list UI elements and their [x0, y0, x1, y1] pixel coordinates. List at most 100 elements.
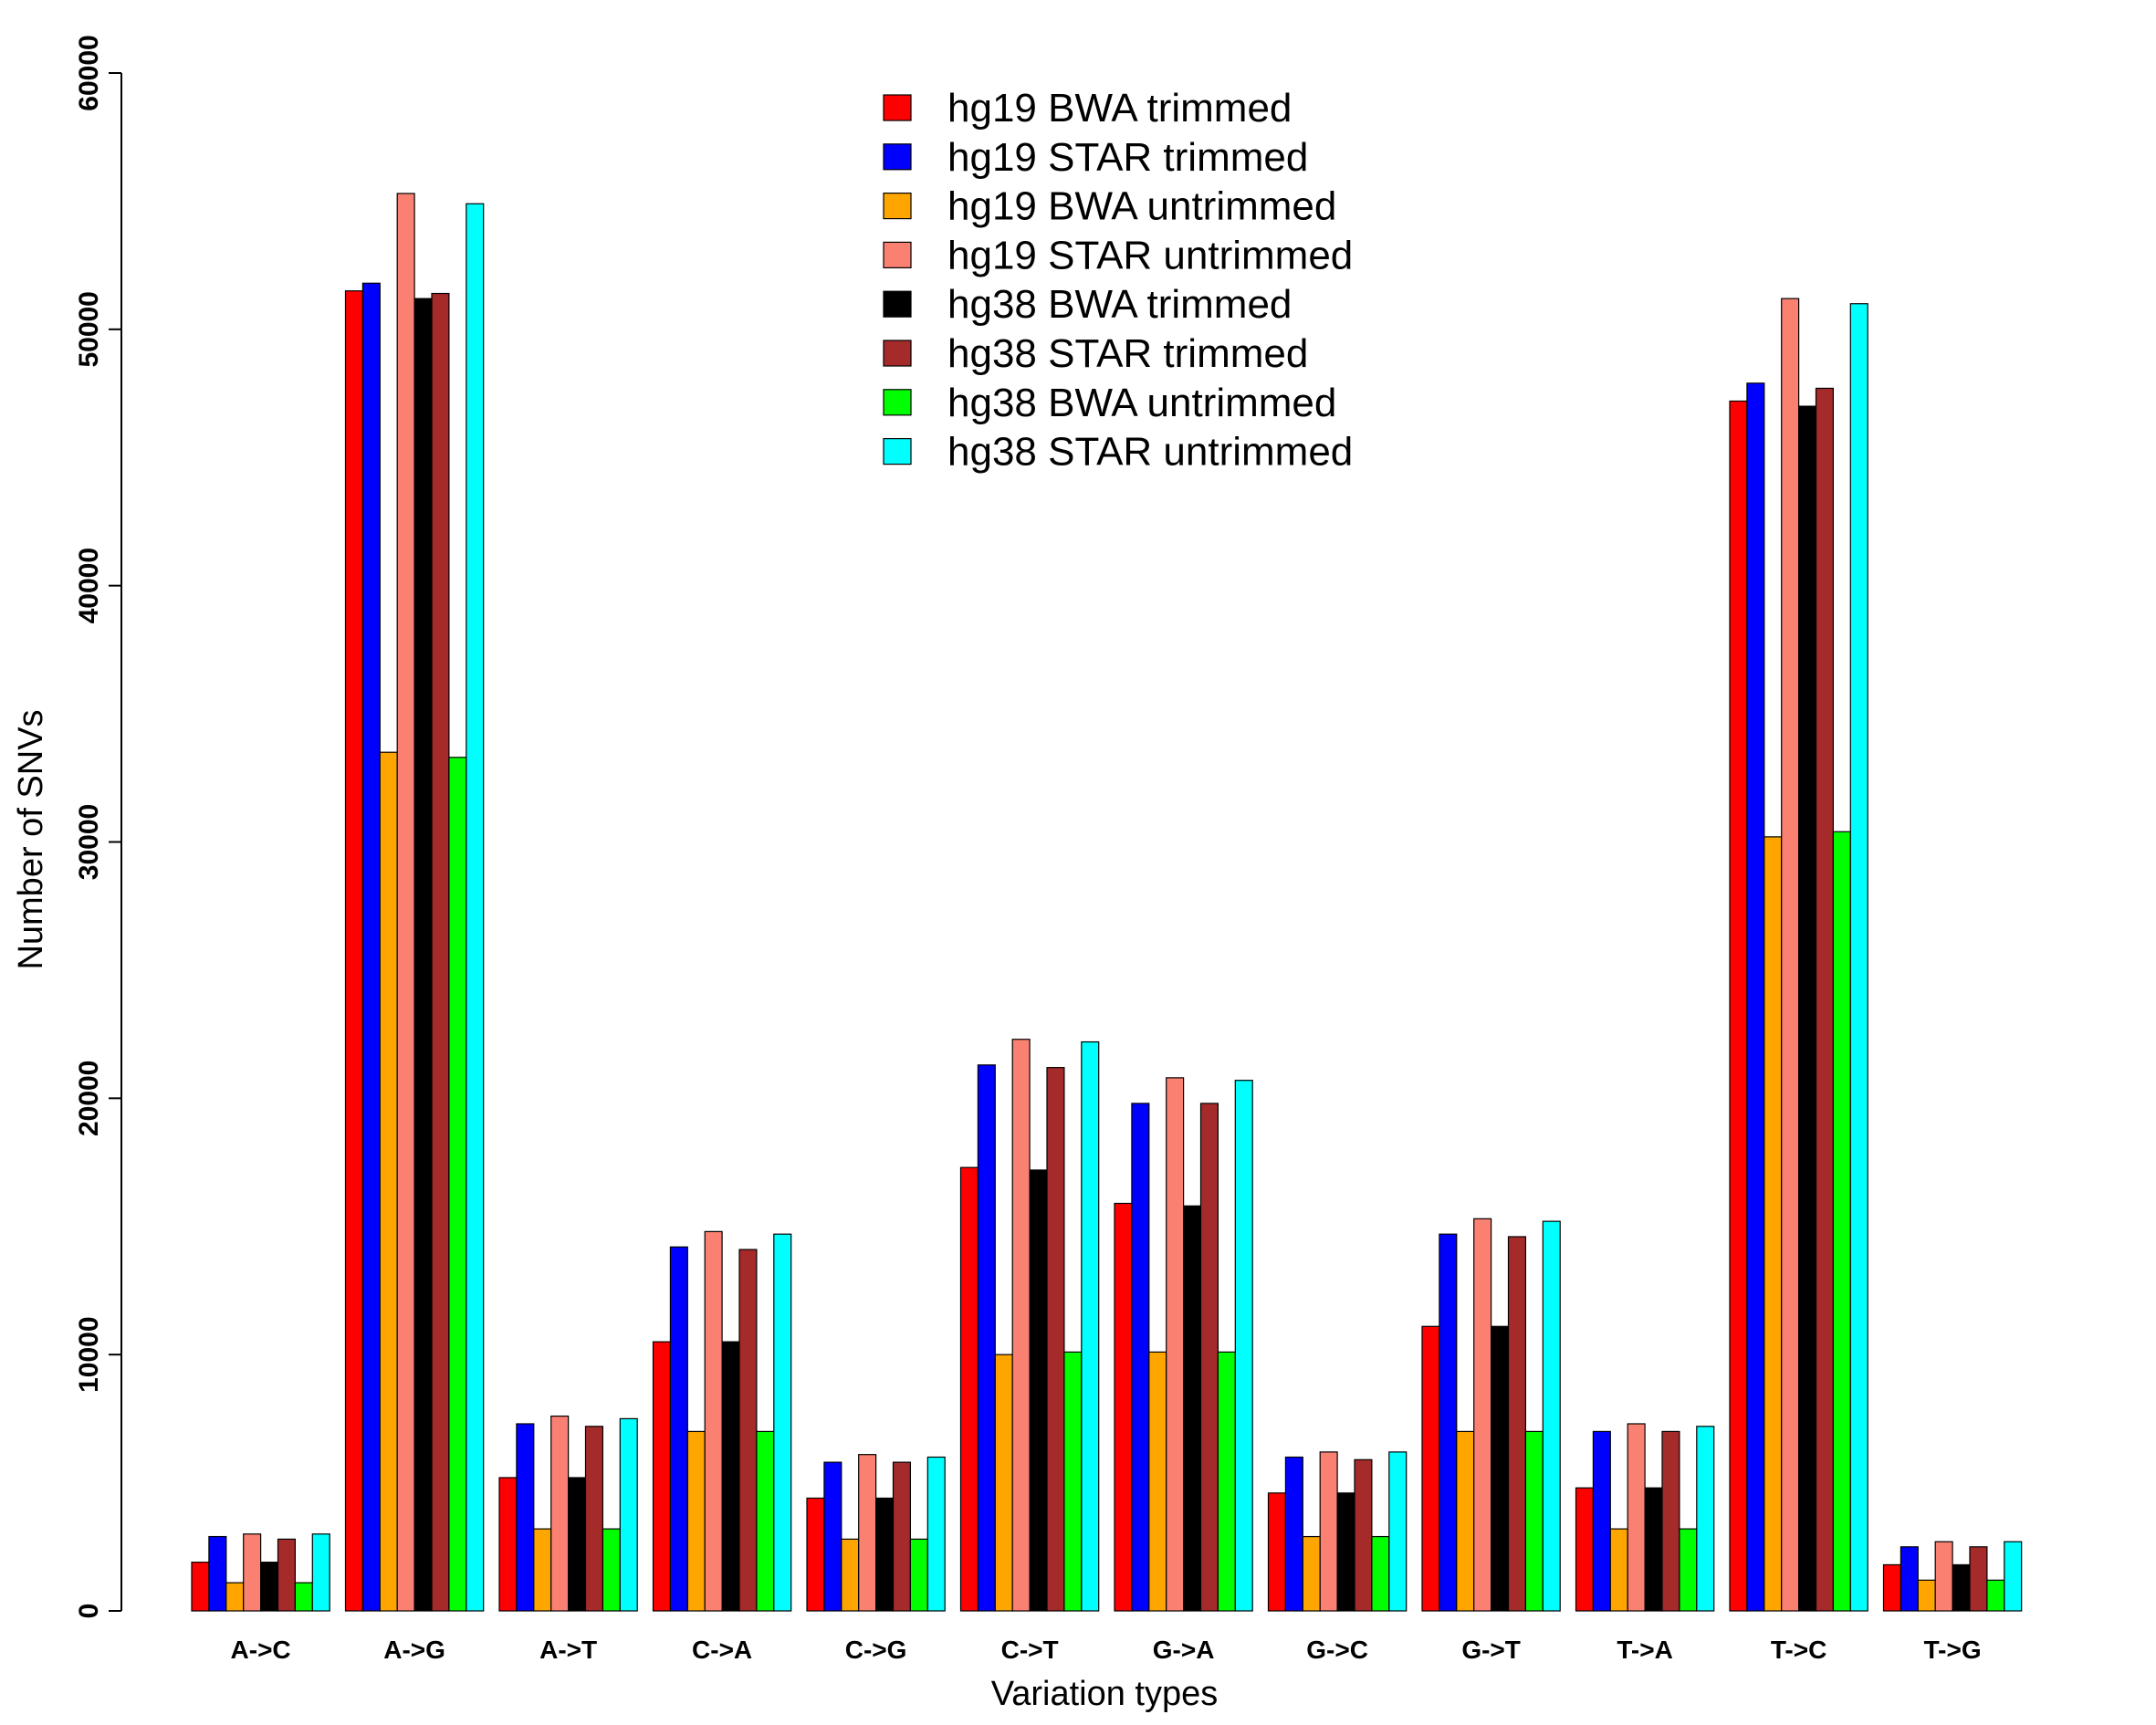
bar [858, 1454, 877, 1612]
bar [909, 1538, 928, 1612]
bar [1609, 1528, 1628, 1612]
bar [1781, 298, 1800, 1612]
legend-swatch [883, 340, 912, 367]
bar [1696, 1426, 1715, 1612]
bar [208, 1535, 227, 1612]
bar [396, 193, 415, 1612]
bar [466, 203, 485, 1612]
legend-label: hg38 STAR trimmed [947, 331, 1308, 376]
bar [823, 1461, 843, 1612]
bar [550, 1415, 570, 1612]
bar [669, 1246, 688, 1612]
x-tick-label: T->A [1617, 1636, 1672, 1664]
bar [1969, 1546, 1988, 1612]
bar [379, 751, 398, 1612]
y-tick-label: 0 [74, 1604, 104, 1619]
bar [1764, 836, 1783, 1612]
bar [2004, 1541, 2023, 1612]
bar [926, 1456, 946, 1612]
bar [1900, 1546, 1919, 1612]
bar [1029, 1169, 1048, 1612]
legend-swatch [883, 143, 912, 171]
bar [1592, 1430, 1611, 1612]
bar [686, 1430, 706, 1612]
bar [1439, 1233, 1458, 1612]
bar [721, 1341, 740, 1612]
x-tick-label: G->C [1306, 1636, 1368, 1664]
bar [1456, 1430, 1475, 1612]
bar [652, 1341, 671, 1612]
bar [1524, 1430, 1544, 1612]
y-tick-label: 40000 [74, 548, 104, 623]
bar [1490, 1325, 1510, 1612]
bar [1507, 1236, 1526, 1612]
bar [1063, 1351, 1083, 1612]
legend-swatch [883, 389, 912, 416]
bar [311, 1533, 330, 1612]
bar [1114, 1202, 1133, 1612]
bar [1575, 1487, 1594, 1612]
bar [243, 1533, 262, 1612]
bar [874, 1497, 895, 1612]
bar [361, 282, 381, 1612]
bar [1284, 1456, 1303, 1612]
bar [498, 1477, 518, 1612]
bar [413, 298, 433, 1612]
y-tick-label: 60000 [74, 35, 104, 110]
bar [1388, 1451, 1408, 1612]
bar [277, 1538, 296, 1612]
y-tick-label: 50000 [74, 291, 104, 367]
y-axis-title: Number of SNVs [12, 709, 50, 969]
bar [533, 1528, 552, 1612]
x-tick-label: G->T [1461, 1636, 1521, 1664]
bar [1046, 1067, 1065, 1612]
x-tick-label: A->C [231, 1636, 291, 1664]
bar [1081, 1040, 1100, 1612]
x-tick-label: T->G [1924, 1636, 1982, 1664]
bar [1849, 303, 1868, 1612]
x-axis-title: Variation types [991, 1675, 1219, 1713]
y-axis: 0 10000 20000 30000 40000 50000 60000 [74, 35, 122, 1619]
bar [344, 290, 363, 1612]
legend-label: hg38 STAR untrimmed [947, 430, 1353, 475]
bar [1421, 1325, 1440, 1612]
bar [1473, 1218, 1492, 1612]
legend-label: hg19 BWA untrimmed [947, 184, 1336, 229]
x-tick-label: C->A [692, 1636, 752, 1664]
legend-label: hg19 STAR trimmed [947, 135, 1308, 180]
x-tick-label: T->C [1771, 1636, 1826, 1664]
bar [738, 1249, 758, 1612]
bar [1729, 400, 1748, 1612]
bar [1627, 1423, 1646, 1612]
bar [431, 292, 450, 1612]
x-tick-label: A->T [539, 1636, 597, 1664]
bar [1234, 1080, 1253, 1612]
bar [756, 1430, 775, 1612]
x-tick-label: A->G [383, 1636, 445, 1664]
x-tick-label: G->A [1153, 1636, 1215, 1664]
bar [1302, 1535, 1321, 1612]
bar [260, 1562, 279, 1612]
x-tick-label: C->G [845, 1636, 907, 1664]
legend-swatch [883, 94, 912, 121]
bar [294, 1582, 313, 1612]
legend-label: hg38 BWA untrimmed [947, 381, 1336, 425]
bar [977, 1064, 996, 1612]
bar [1148, 1351, 1167, 1612]
bar [584, 1426, 603, 1612]
bar [602, 1528, 621, 1612]
bar [1011, 1039, 1031, 1612]
bar [1917, 1579, 1936, 1612]
bar [1661, 1430, 1680, 1612]
y-tick-label: 30000 [74, 804, 104, 880]
y-tick-label: 10000 [74, 1316, 104, 1392]
x-axis: A->C A->G A->T C->A C->G C->T G->A G->C G->T T->A… [231, 1636, 1982, 1664]
bar [1354, 1458, 1373, 1612]
x-tick-label: C->T [1001, 1636, 1059, 1664]
bar [1166, 1077, 1185, 1612]
bar [1371, 1535, 1390, 1612]
bar [1182, 1205, 1202, 1612]
legend-swatch [883, 290, 912, 318]
